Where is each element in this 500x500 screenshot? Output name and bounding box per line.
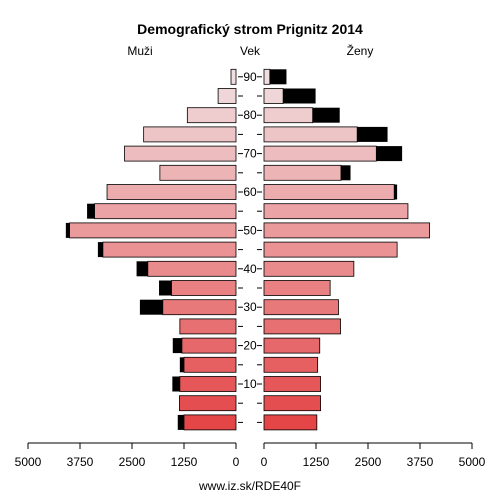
male-surplus-0-4 (177, 414, 184, 430)
female-bar-30-34 (263, 299, 339, 316)
male-bar-75-79 (143, 126, 237, 143)
female-bar-65-69 (263, 164, 342, 181)
x-tick-label-right: 1250 (303, 455, 330, 469)
female-surplus-90+ (269, 69, 287, 85)
female-bar-50-54 (263, 222, 430, 239)
male-bar-85-89 (217, 88, 237, 104)
male-surplus-55-59 (87, 203, 95, 219)
age-tick-label: 10 (243, 377, 257, 391)
male-bar-45-49 (102, 241, 237, 258)
male-surplus-40-44 (136, 261, 148, 277)
female-surplus-85-89 (283, 88, 316, 104)
x-tick-label-right: 3750 (407, 455, 434, 469)
male-bar-65-69 (159, 164, 237, 181)
age-tick-label: 40 (243, 262, 257, 276)
male-bar-10-14 (179, 376, 237, 392)
female-bar-45-49 (263, 241, 398, 258)
right-series-label: Ženy (347, 43, 374, 58)
male-surplus-30-34 (139, 299, 163, 315)
x-tick-label-right: 5000 (459, 455, 486, 469)
x-tick-label-left: 2500 (119, 455, 146, 469)
female-bar-75-79 (263, 126, 358, 143)
female-bars (263, 68, 430, 431)
male-bar-15-19 (183, 356, 237, 373)
x-axis-left: 5000 3750 2500 1250 0 (15, 442, 240, 469)
chart-title: Demografický strom Prignitz 2014 (137, 21, 363, 37)
male-surplus-20-24 (172, 338, 182, 354)
male-surplus-15-19 (179, 357, 184, 373)
female-bar-60-64 (263, 184, 395, 200)
female-bar-20-24 (263, 337, 321, 354)
male-bar-35-39 (171, 280, 237, 296)
female-bar-25-29 (263, 318, 341, 335)
female-bar-15-19 (263, 356, 319, 373)
male-bar-25-29 (179, 318, 237, 335)
age-tick-label: 20 (243, 339, 257, 353)
female-surplus-75-79 (357, 126, 388, 142)
age-tick-label: 70 (243, 147, 257, 161)
female-surplus-60-64 (394, 184, 398, 200)
x-tick-label-left: 0 (233, 455, 240, 469)
female-bar-55-59 (263, 203, 409, 220)
age-tick-label: 90 (243, 70, 257, 84)
female-bar-90+ (263, 68, 271, 85)
male-bar-55-59 (94, 203, 237, 220)
male-bar-80-84 (186, 107, 237, 124)
age-tick-label: 30 (243, 300, 257, 314)
male-bar-20-24 (181, 337, 237, 354)
female-bar-85-89 (263, 88, 284, 104)
male-bar-5-9 (179, 395, 237, 412)
male-surplus-45-49 (97, 242, 103, 258)
male-bar-30-34 (162, 299, 237, 316)
female-bar-40-44 (263, 260, 355, 277)
female-surplus-80-84 (312, 107, 340, 123)
x-tick-label-right: 0 (261, 455, 268, 469)
male-surplus-10-14 (172, 376, 180, 392)
age-axis: 10 20 30 40 50 60 70 80 90 (238, 70, 262, 423)
female-bar-10-14 (263, 376, 321, 392)
male-bar-50-54 (69, 222, 237, 239)
male-surplus-35-39 (159, 280, 172, 296)
age-tick-label: 80 (243, 108, 257, 122)
x-tick-label-left: 5000 (15, 455, 42, 469)
female-bar-80-84 (263, 107, 314, 124)
left-series-label: Muži (127, 44, 152, 58)
male-bar-70-74 (124, 145, 237, 162)
male-bars (65, 68, 237, 431)
age-tick-label: 60 (243, 185, 257, 199)
female-surplus-70-74 (376, 146, 403, 162)
male-surplus-50-54 (65, 222, 70, 238)
female-bar-70-74 (263, 145, 377, 162)
male-bar-90+ (230, 68, 237, 85)
age-axis-label: Vek (240, 44, 261, 58)
x-tick-label-left: 3750 (67, 455, 94, 469)
male-bar-0-4 (183, 414, 237, 431)
female-bar-5-9 (263, 395, 321, 412)
female-bar-35-39 (263, 280, 331, 296)
male-bar-40-44 (147, 260, 237, 277)
female-surplus-65-69 (340, 165, 351, 181)
x-axis-right: 0 1250 2500 3750 5000 (261, 442, 486, 469)
female-bar-0-4 (263, 414, 318, 431)
x-tick-label-left: 1250 (171, 455, 198, 469)
age-tick-label: 50 (243, 223, 257, 237)
x-tick-label-right: 2500 (355, 455, 382, 469)
footer-url: www.iz.sk/RDE40F (198, 479, 301, 493)
male-bar-60-64 (106, 184, 237, 200)
